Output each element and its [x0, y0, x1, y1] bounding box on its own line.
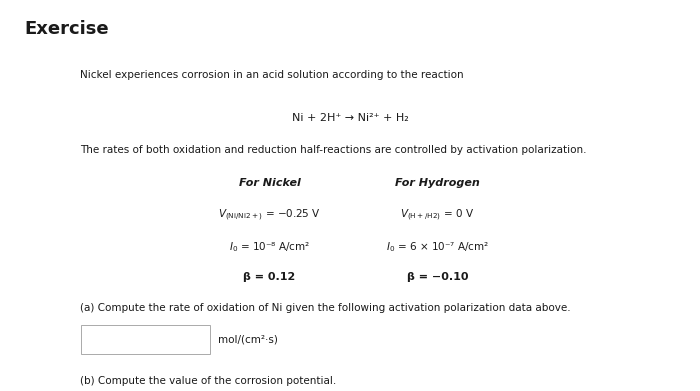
Text: For Hydrogen: For Hydrogen — [395, 178, 480, 188]
Text: Ni + 2H⁺ → Ni²⁺ + H₂: Ni + 2H⁺ → Ni²⁺ + H₂ — [292, 113, 408, 124]
Text: Exercise: Exercise — [25, 20, 109, 38]
Text: (a) Compute the rate of oxidation of Ni given the following activation polarizat: (a) Compute the rate of oxidation of Ni … — [80, 303, 571, 313]
Text: mol/(cm²·s): mol/(cm²·s) — [218, 334, 279, 344]
Text: Nickel experiences corrosion in an acid solution according to the reaction: Nickel experiences corrosion in an acid … — [80, 70, 464, 81]
Text: For Nickel: For Nickel — [239, 178, 300, 188]
Text: $V_{\mathregular{(Ni/Ni2+)}}$ = −0.25 V: $V_{\mathregular{(Ni/Ni2+)}}$ = −0.25 V — [218, 208, 321, 223]
Text: $I_0$ = 10⁻⁸ A/cm²: $I_0$ = 10⁻⁸ A/cm² — [229, 240, 310, 254]
Text: (b) Compute the value of the corrosion potential.: (b) Compute the value of the corrosion p… — [80, 376, 337, 386]
Text: The rates of both oxidation and reduction half-reactions are controlled by activ: The rates of both oxidation and reductio… — [80, 145, 587, 155]
Text: $I_0$ = 6 × 10⁻⁷ A/cm²: $I_0$ = 6 × 10⁻⁷ A/cm² — [386, 240, 489, 254]
Text: β = −0.10: β = −0.10 — [407, 272, 468, 282]
FancyBboxPatch shape — [80, 325, 210, 354]
Text: β = 0.12: β = 0.12 — [244, 272, 295, 282]
Text: $V_{\mathregular{(H+/H2)}}$ = 0 V: $V_{\mathregular{(H+/H2)}}$ = 0 V — [400, 208, 475, 223]
